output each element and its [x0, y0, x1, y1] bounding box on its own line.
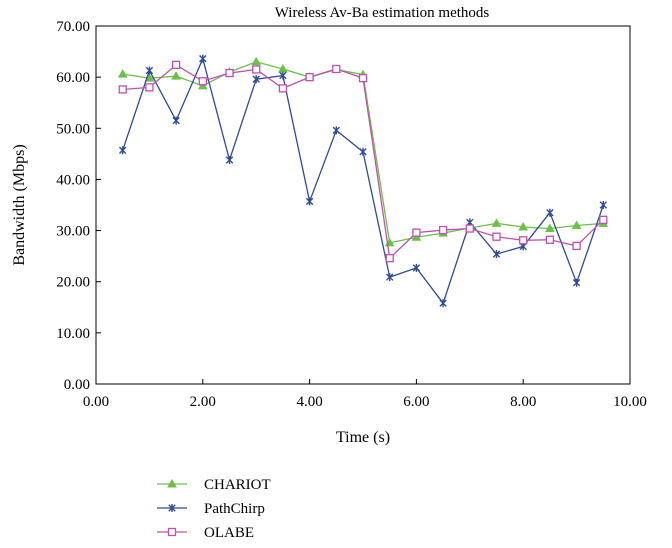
data-point-olabe [412, 228, 421, 237]
data-point-pathchirp [279, 71, 287, 80]
data-point-olabe [385, 254, 394, 263]
data-point-pathchirp [119, 146, 127, 155]
data-point-olabe [171, 60, 181, 70]
legend: CHARIOT PathChirp OLABE [157, 477, 271, 541]
y-tick-label: 0.00 [64, 377, 90, 393]
legend-label: PathChirp [204, 501, 265, 517]
data-point-pathchirp [359, 147, 367, 156]
x-axis-title: Time (s) [336, 429, 390, 446]
y-axis: 0.00 10.00 20.00 30.00 40.00 50.00 60.00 70.00 [56, 19, 101, 393]
x-tick-label: 2.00 [190, 394, 216, 410]
legend-label: OLABE [204, 525, 254, 541]
series-layer [117, 54, 609, 308]
x-tick-label: 4.00 [296, 394, 322, 410]
data-point-pathchirp [386, 273, 394, 282]
data-point-olabe [545, 235, 555, 244]
series-line-pathchirp [122, 56, 604, 305]
data-point-olabe [599, 215, 608, 224]
x-tick-label: 6.00 [403, 394, 429, 410]
legend-label: CHARIOT [204, 477, 271, 493]
data-point-chariot [491, 218, 502, 227]
data-point-olabe [332, 64, 341, 74]
data-point-pathchirp [145, 66, 154, 75]
y-tick-label: 30.00 [56, 224, 90, 240]
y-tick-label: 10.00 [56, 326, 90, 342]
data-point-olabe [465, 224, 474, 233]
data-point-pathchirp [412, 263, 421, 272]
y-tick-label: 20.00 [56, 275, 90, 291]
x-tick-label: 10.00 [613, 394, 647, 410]
data-point-chariot [571, 220, 582, 229]
series-olabe [118, 60, 608, 263]
y-axis-title: Bandwidth (Mbps) [11, 144, 28, 265]
data-point-olabe [305, 72, 314, 82]
data-point-olabe [492, 232, 501, 241]
y-tick-label: 70.00 [56, 19, 90, 35]
data-point-pathchirp [252, 75, 260, 84]
data-point-olabe [438, 225, 448, 235]
data-point-olabe [252, 65, 261, 74]
data-point-pathchirp [572, 278, 581, 287]
legend-marker [168, 504, 176, 512]
plot-area-frame [95, 25, 631, 385]
data-point-pathchirp [172, 116, 180, 125]
data-point-chariot [518, 221, 529, 231]
data-point-chariot [117, 69, 128, 78]
legend-marker [167, 478, 177, 488]
series-line-olabe [122, 64, 604, 260]
data-point-chariot [171, 71, 181, 80]
data-point-olabe [225, 68, 234, 78]
data-point-pathchirp [599, 201, 607, 209]
data-point-pathchirp [305, 197, 314, 206]
data-point-olabe [278, 84, 288, 93]
data-point-pathchirp [439, 299, 447, 308]
legend-item-olabe: OLABE [157, 525, 254, 541]
data-point-pathchirp [199, 54, 207, 63]
legend-item-pathchirp: PathChirp [157, 501, 265, 517]
data-point-chariot [251, 56, 262, 66]
data-point-chariot [545, 223, 555, 233]
data-point-olabe [572, 241, 581, 251]
x-axis: 0.00 2.00 4.00 6.00 8.00 10.00 [83, 379, 647, 410]
data-point-pathchirp [492, 250, 501, 259]
y-tick-label: 50.00 [56, 121, 90, 137]
y-tick-label: 60.00 [56, 70, 90, 86]
data-point-olabe [358, 74, 368, 83]
x-tick-label: 8.00 [510, 394, 536, 410]
chart-title: Wireless Av-Ba estimation methods [275, 5, 490, 21]
legend-item-chariot: CHARIOT [157, 477, 271, 493]
data-point-pathchirp [225, 155, 234, 164]
data-point-olabe [519, 236, 528, 245]
series-pathchirp [119, 54, 607, 308]
legend-marker [167, 527, 177, 537]
y-tick-label: 40.00 [56, 172, 90, 188]
data-point-pathchirp [332, 126, 340, 135]
data-point-olabe [145, 83, 154, 92]
data-point-olabe [118, 85, 127, 94]
data-point-olabe [198, 77, 207, 86]
x-tick-label: 0.00 [83, 394, 109, 410]
data-point-pathchirp [546, 208, 554, 217]
